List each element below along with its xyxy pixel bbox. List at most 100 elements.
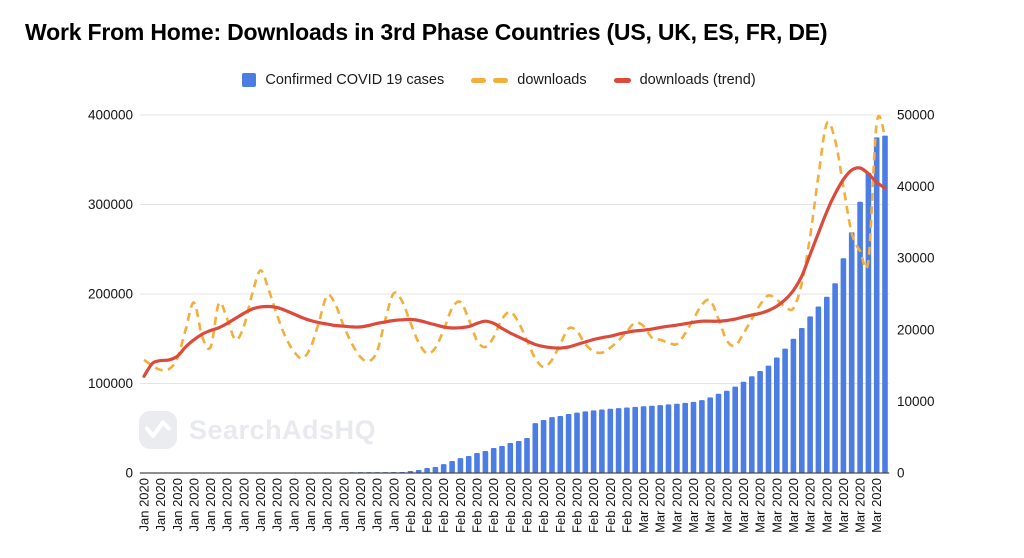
bar-confirmed-cases — [557, 416, 564, 473]
watermark: SearchAdsHQ — [139, 411, 376, 449]
bar-confirmed-cases — [832, 283, 838, 473]
x-axis-label: Jan 2020 — [153, 478, 168, 532]
x-axis-label: Jan 2020 — [253, 478, 268, 532]
x-axis-label: Feb 2020 — [536, 478, 551, 533]
bar-confirmed-cases — [532, 423, 539, 473]
bar-confirmed-cases — [690, 401, 697, 473]
y-axis-label-right: 40000 — [897, 179, 935, 194]
bar-confirmed-cases — [649, 405, 655, 473]
bar-confirmed-cases — [674, 403, 680, 473]
x-axis-label: Mar 2020 — [719, 478, 734, 533]
y-axis-label-left: 100000 — [88, 376, 133, 391]
bar-confirmed-cases — [857, 201, 863, 474]
bar-confirmed-cases — [482, 451, 489, 473]
bar-confirmed-cases — [765, 365, 772, 473]
x-axis-label: Mar 2020 — [736, 478, 751, 533]
y-axis-label-right: 0 — [897, 466, 905, 481]
x-axis-label: Jan 2020 — [286, 478, 301, 532]
bar-confirmed-cases — [415, 470, 422, 473]
bar-confirmed-cases — [599, 409, 605, 473]
y-axis-label-left: 300000 — [88, 197, 133, 212]
legend-dash — [493, 77, 509, 83]
bar-confirmed-cases — [582, 411, 589, 473]
bar-confirmed-cases — [865, 172, 872, 473]
x-axis-label: Feb 2020 — [586, 478, 601, 533]
y-axis-label-right: 20000 — [897, 322, 935, 337]
bar-confirmed-cases — [848, 232, 855, 473]
x-axis-label: Jan 2020 — [170, 478, 185, 532]
bar-confirmed-cases — [515, 441, 522, 473]
legend: Confirmed COVID 19 cases downloads downloa… — [0, 72, 998, 88]
bar-confirmed-cases — [432, 467, 439, 473]
x-axis-label: Jan 2020 — [236, 478, 251, 532]
x-axis-label: Jan 2020 — [370, 478, 385, 532]
x-axis-label: Feb 2020 — [603, 478, 618, 533]
bar-confirmed-cases — [449, 461, 455, 473]
x-axis-label: Mar 2020 — [803, 478, 818, 533]
bar-confirmed-cases — [799, 328, 805, 473]
bar-confirmed-cases — [707, 397, 713, 473]
bar-confirmed-cases — [824, 296, 830, 473]
x-axis-label: Mar 2020 — [769, 478, 784, 533]
x-axis-label: Mar 2020 — [753, 478, 768, 533]
x-axis-label: Jan 2020 — [137, 478, 152, 532]
bar-confirmed-cases — [615, 408, 622, 473]
x-axis-label: Jan 2020 — [220, 478, 235, 532]
x-axis-label: Mar 2020 — [853, 478, 868, 533]
legend-swatch-square — [242, 73, 257, 87]
searchadshq-logo-icon — [139, 411, 177, 449]
x-axis-label: Feb 2020 — [486, 478, 501, 533]
x-axis-label: Jan 2020 — [336, 478, 351, 532]
downloads-trend-line — [142, 166, 887, 378]
bar-confirmed-cases — [640, 406, 647, 473]
legend-item-downloads: downloads — [471, 72, 587, 88]
chart-title: Work From Home: Downloads in 3rd Phase C… — [25, 19, 828, 45]
legend-label: Confirmed COVID 19 cases — [265, 72, 445, 88]
bar-confirmed-cases — [507, 443, 514, 473]
pulse-zigzag-icon — [145, 420, 171, 438]
legend-dash — [471, 77, 487, 83]
x-axis-label: Feb 2020 — [403, 478, 418, 533]
x-axis-label: Jan 2020 — [203, 478, 218, 532]
x-axis-label: Jan 2020 — [353, 478, 368, 532]
bar-confirmed-cases — [457, 458, 464, 473]
bar-confirmed-cases — [749, 376, 755, 473]
y-axis-label-left: 0 — [125, 466, 133, 481]
bar-confirmed-cases — [499, 446, 505, 473]
bar-confirmed-cases — [774, 357, 780, 473]
x-axis-label: Feb 2020 — [420, 478, 435, 533]
x-axis-label: Jan 2020 — [270, 478, 285, 532]
y-axis-label-left: 400000 — [88, 108, 133, 123]
watermark-text: SearchAdsHQ — [189, 414, 377, 445]
downloads-line — [143, 114, 887, 372]
legend-label: downloads — [517, 72, 587, 88]
bar-confirmed-cases — [790, 338, 797, 474]
bar-confirmed-cases — [699, 400, 705, 473]
x-axis-label: Jan 2020 — [386, 478, 401, 532]
bar-confirmed-cases — [873, 137, 880, 473]
legend-item-confirmed-covid-19-cases: Confirmed COVID 19 cases — [242, 72, 444, 88]
legend-item-downloads-trend-: downloads (trend) — [613, 72, 756, 88]
x-axis-label: Feb 2020 — [553, 478, 568, 533]
x-axis-label: Mar 2020 — [636, 478, 651, 533]
bar-confirmed-cases — [440, 464, 447, 473]
bar-confirmed-cases — [882, 135, 888, 473]
legend-swatch-solid-line — [613, 77, 631, 83]
bar-confirmed-cases — [757, 371, 763, 473]
x-axis-label: Feb 2020 — [453, 478, 468, 533]
y-axis-label-left: 200000 — [88, 287, 133, 302]
bar-confirmed-cases — [732, 386, 738, 473]
x-axis-label: Feb 2020 — [503, 478, 518, 533]
y-axis-label-right: 30000 — [897, 251, 935, 266]
bar-confirmed-cases — [574, 412, 580, 473]
bar-confirmed-cases — [590, 410, 597, 473]
x-axis-label: Feb 2020 — [520, 478, 535, 533]
bar-confirmed-cases — [782, 348, 788, 473]
x-axis-label: Feb 2020 — [570, 478, 585, 533]
x-axis-label: Mar 2020 — [869, 478, 884, 533]
x-axis-label: Mar 2020 — [686, 478, 701, 533]
bar-confirmed-cases — [715, 393, 722, 473]
x-axis-label: Feb 2020 — [470, 478, 485, 533]
